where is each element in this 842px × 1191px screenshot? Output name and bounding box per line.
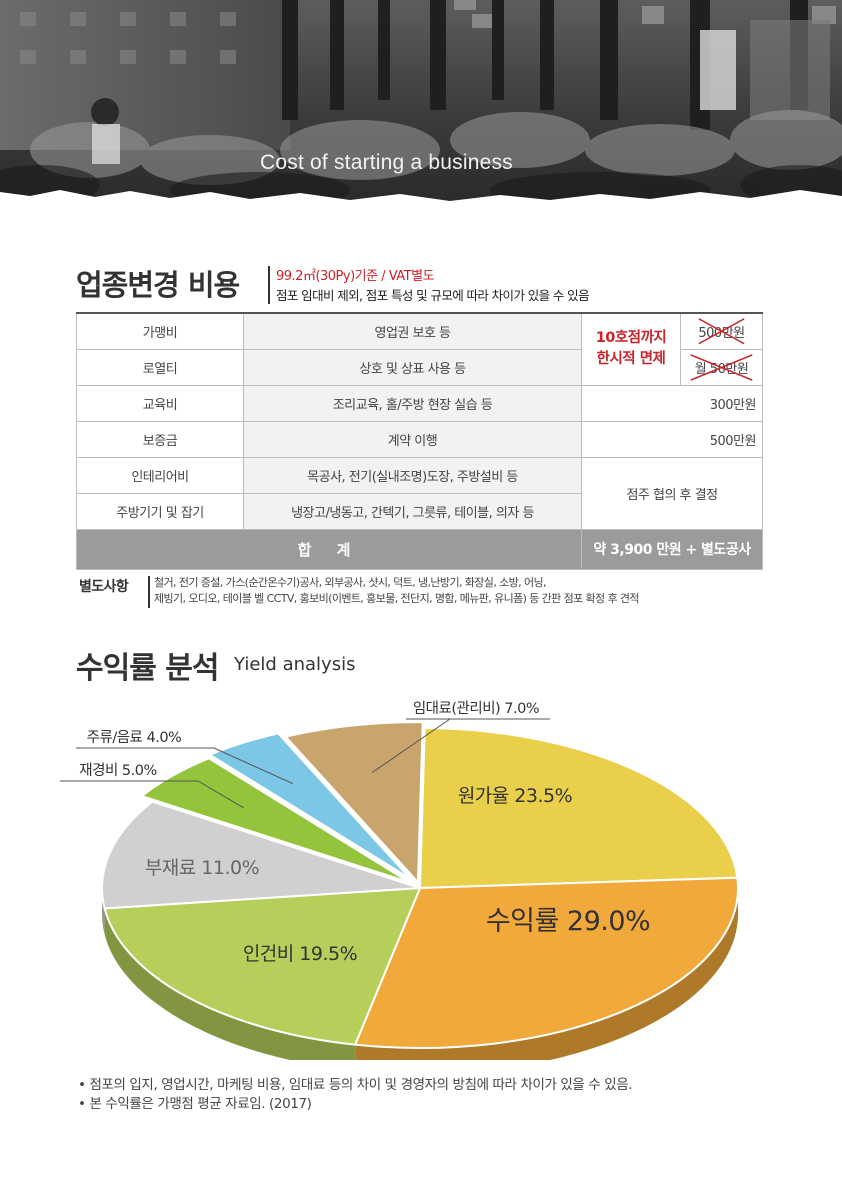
negotiated-note: 점주 협의 후 결정 — [581, 456, 763, 530]
strike-mark-icon — [698, 318, 745, 345]
table-row: 로열티 상호 및 상표 사용 등 월 50만원 — [76, 348, 763, 386]
pie-slice-label: 원가율 23.5% — [458, 785, 572, 807]
cost-amount: 500만원 — [581, 420, 763, 458]
pie-leader-line — [371, 718, 451, 773]
footnote: • 점포의 입지, 영업시간, 마케팅 비용, 임대료 등의 차이 및 경영자의… — [78, 1077, 633, 1093]
cost-table: 가맹비 영업권 보호 등 10호점까지 한시적 면제 500만원 로열티 상호 … — [76, 312, 763, 570]
pie-slice — [139, 757, 411, 884]
pie-leader-line — [213, 747, 294, 785]
waiver-note: 10호점까지 한시적 면제 — [581, 312, 681, 386]
restaurant-photo — [0, 0, 842, 205]
footnote: • 본 수익률은 가맹점 평균 자료임. (2017) — [78, 1096, 312, 1112]
table-row: 주방기기 및 잡기 냉장고/냉동고, 간텍기, 그릇류, 테이블, 의자 등 — [76, 492, 763, 530]
cost-item: 교육비 — [76, 384, 244, 422]
pie-slice-label: 수익률 29.0% — [486, 906, 650, 937]
extra-label: 별도사항 — [79, 579, 129, 595]
cost-desc: 상호 및 상표 사용 등 — [243, 348, 582, 386]
waiver-note-line: 10호점까지 — [595, 330, 667, 347]
pie-slice — [103, 886, 422, 1046]
pie-leader-line — [197, 780, 244, 809]
pie-slice-label: 부재료 11.0% — [145, 857, 259, 879]
cost-note: 점포 임대비 제외, 점포 특성 및 규모에 따라 차이가 있을 수 있음 — [276, 288, 590, 303]
waiver-note-line: 한시적 면제 — [596, 351, 666, 368]
cost-amount: 300만원 — [581, 384, 763, 422]
table-row: 교육비 조리교육, 홀/주방 현장 실습 등 300만원 — [76, 384, 763, 422]
total-label: 합 계 — [76, 528, 582, 570]
total-value: 약 3,900 만원 + 별도공사 — [581, 528, 763, 570]
extra-line: 제빙기, 오디오, 테이블 벨 CCTV, 홍보비(이벤트, 홍보물, 전단지,… — [154, 592, 640, 605]
strike-mark-icon — [690, 353, 753, 381]
yield-section-subtitle: Yield analysis — [234, 654, 356, 675]
cost-desc: 계약 이행 — [243, 420, 582, 458]
pie-slice — [207, 732, 412, 880]
pie-slice-label: 주류/음료 4.0% — [87, 730, 182, 746]
pie-slice-label: 재경비 5.0% — [79, 762, 156, 779]
cost-section-title: 업종변경 비용 — [76, 268, 240, 302]
pie-slice-side — [104, 908, 356, 1060]
pie-slice-side — [355, 888, 738, 1060]
extra-line: 철거, 전기 증설, 가스(순간온수기)공사, 외부공사, 샷시, 덕트, 냉,… — [154, 576, 546, 589]
cost-amount-cell: 월 50만원 — [680, 348, 763, 386]
cost-desc: 조리교육, 홀/주방 현장 실습 등 — [243, 384, 582, 422]
pie-slice — [283, 721, 424, 885]
pie-slice — [418, 727, 739, 890]
footnotes: • 점포의 입지, 영업시간, 마케팅 비용, 임대료 등의 차이 및 경영자의… — [78, 1076, 633, 1114]
cost-item: 주방기기 및 잡기 — [76, 492, 244, 530]
pie-slice — [353, 876, 739, 1049]
table-row: 인테리어비 목공사, 전기(실내조명)도장, 주방설비 등 점주 협의 후 결정 — [76, 456, 763, 530]
extra-text: 철거, 전기 증설, 가스(순간온수기)공사, 외부공사, 샷시, 덕트, 냉,… — [154, 575, 774, 607]
pie-slice-label: 임대료(관리비) 7.0% — [413, 700, 539, 717]
cost-item: 인테리어비 — [76, 456, 244, 494]
cost-amount-cell: 500만원 — [680, 312, 763, 350]
pie-slice — [101, 800, 421, 910]
cost-item: 가맹비 — [76, 312, 244, 350]
cost-desc: 영업권 보호 등 — [243, 312, 582, 350]
hero-caption: Cost of starting a business — [260, 151, 513, 174]
yield-section-title: 수익률 분석 — [76, 651, 219, 686]
cost-item: 보증금 — [76, 420, 244, 458]
table-row: 가맹비 영업권 보호 등 10호점까지 한시적 면제 500만원 — [76, 312, 763, 386]
pie-slice-label: 인건비 19.5% — [243, 943, 357, 965]
table-row: 보증금 계약 이행 500만원 — [76, 420, 763, 458]
cost-item: 로열티 — [76, 348, 244, 386]
yield-pie-chart: 원가율 23.5% 수익률 29.0% 인건비 19.5% 부재료 11.0% 재경비 … — [60, 700, 739, 1060]
cost-desc: 냉장고/냉동고, 간텍기, 그릇류, 테이블, 의자 등 — [243, 492, 582, 530]
cost-desc: 목공사, 전기(실내조명)도장, 주방설비 등 — [243, 456, 582, 494]
header-photo: Cost of starting a business — [0, 0, 842, 205]
title-divider — [268, 266, 270, 304]
cost-basis: 99.2㎡(30Py)기준 / VAT별도 — [276, 269, 435, 284]
total-row: 합 계 약 3,900 만원 + 별도공사 — [76, 528, 763, 570]
extra-divider — [148, 576, 150, 608]
